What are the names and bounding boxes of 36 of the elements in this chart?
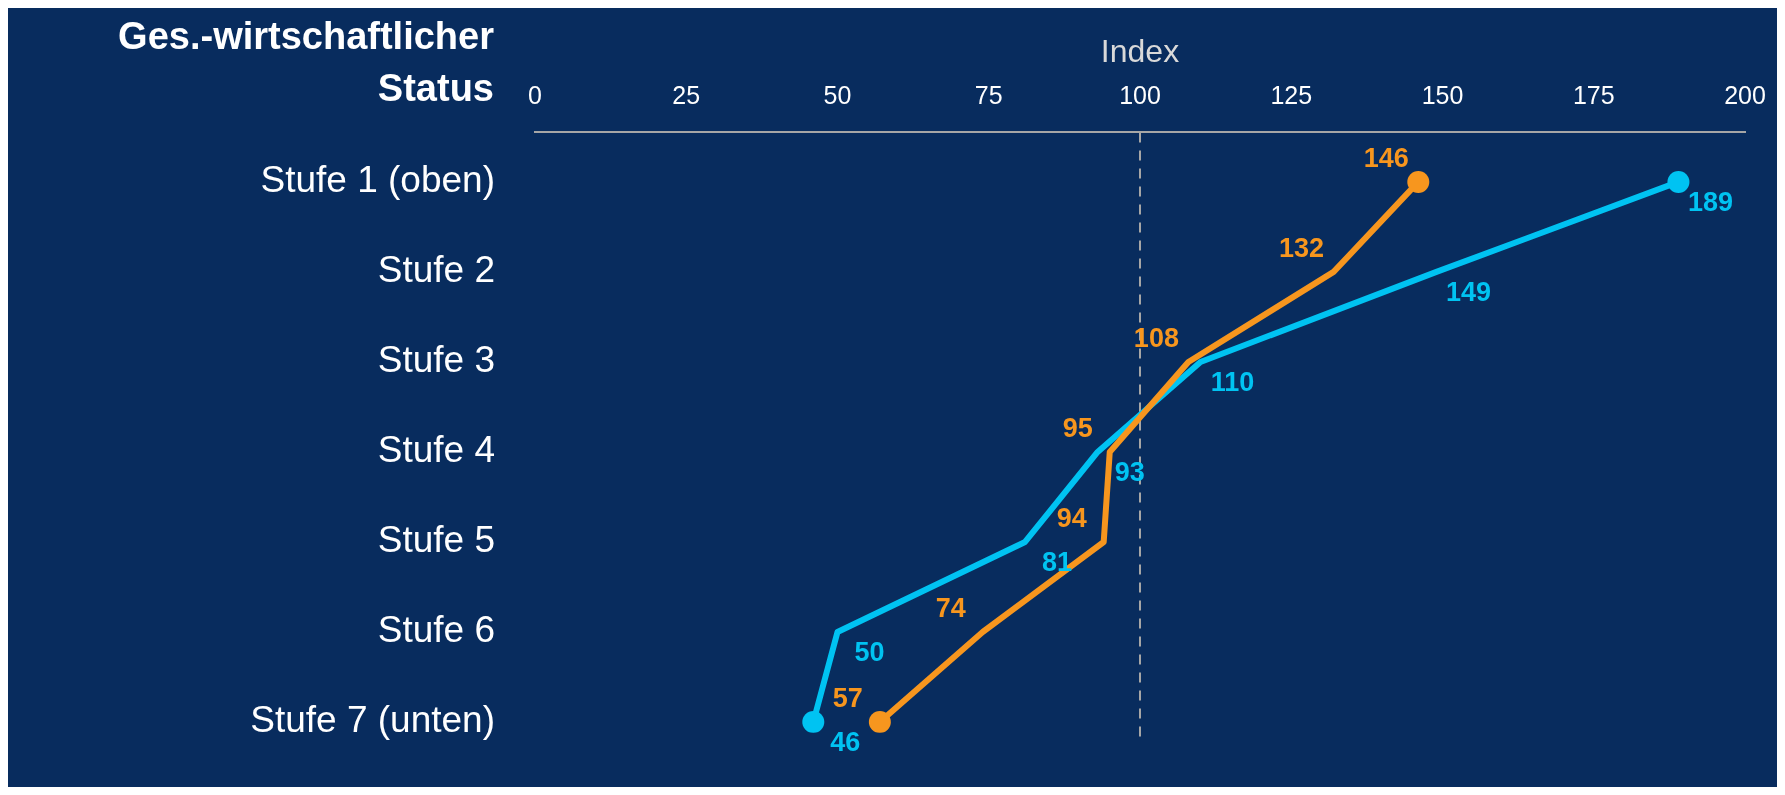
x-axis-title: Index (1100, 33, 1180, 70)
data-label: 46 (830, 727, 861, 758)
data-label: 146 (1363, 143, 1409, 174)
x-tick-label: 25 (672, 81, 701, 110)
y-tick-label: Stufe 5 (377, 519, 495, 561)
x-tick-label: 200 (1724, 81, 1766, 110)
point (1667, 170, 1690, 193)
y-tick-label: Stufe 3 (377, 339, 495, 381)
data-label: 50 (854, 637, 885, 668)
y-tick-label: Stufe 4 (377, 429, 495, 471)
data-label: 74 (935, 593, 966, 624)
point (868, 711, 891, 733)
x-tick-label: 125 (1270, 81, 1313, 110)
x-tick-label: 175 (1572, 81, 1615, 110)
y-tick-label: Stufe 6 (377, 609, 495, 651)
data-label: 132 (1279, 233, 1325, 264)
data-label: 94 (1056, 503, 1087, 534)
point (802, 711, 825, 733)
data-label: 95 (1062, 413, 1093, 444)
data-label: 93 (1114, 457, 1145, 488)
point (1407, 170, 1430, 193)
x-tick-label: 50 (823, 81, 852, 110)
y-tick-label: Stufe 2 (377, 249, 495, 291)
data-label: 189 (1687, 187, 1733, 218)
x-tick-label: 100 (1119, 81, 1161, 110)
y-tick-label: Stufe 7 (unten) (250, 699, 495, 741)
data-label: 110 (1210, 367, 1255, 398)
data-label: 81 (1042, 547, 1073, 578)
x-tick-label: 0 (528, 81, 542, 110)
y-tick-label: Stufe 1 (oben) (260, 159, 495, 201)
data-label: 108 (1133, 323, 1179, 354)
x-tick-label: 150 (1421, 81, 1464, 110)
x-tick-label: 75 (974, 81, 1003, 110)
data-label: 57 (832, 683, 863, 714)
data-label: 149 (1445, 277, 1491, 308)
y-axis-title: Ges.-wirtschaftlicher Status (117, 14, 494, 111)
